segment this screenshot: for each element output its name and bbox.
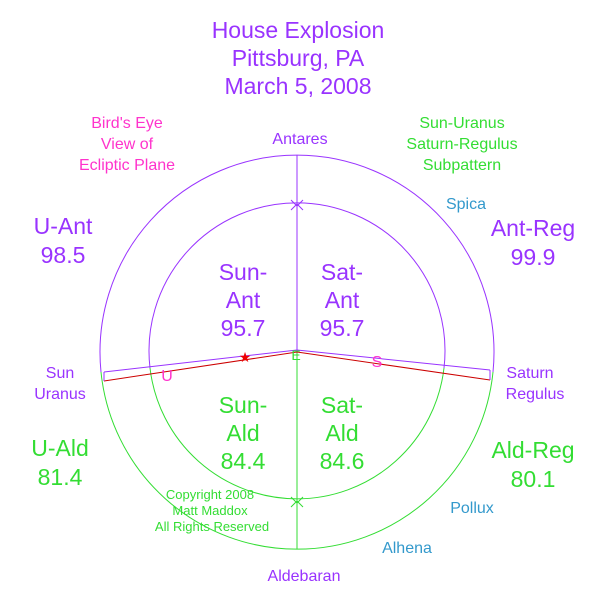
outer-label: Ant-Reg xyxy=(491,215,575,241)
inner-value: 95.7 xyxy=(320,315,365,341)
star-label: Pollux xyxy=(450,500,494,517)
geometry xyxy=(99,154,495,550)
outer-label: U-Ald xyxy=(31,435,89,461)
copyright: Copyright 2008 Matt Maddox All Rights Re… xyxy=(155,487,269,534)
outer-label: U-Ant xyxy=(34,213,93,239)
star-label: Antares xyxy=(272,131,327,148)
note-line: View of xyxy=(101,136,154,153)
inner-label: Sun- xyxy=(219,392,268,418)
outer-values: U-Ant 98.5 Ant-Reg 99.9 U-Ald 81.4 Ald-R… xyxy=(31,213,575,492)
title: House Explosion Pittsburg, PA March 5, 2… xyxy=(212,17,385,99)
inner-label: Ald xyxy=(325,420,358,446)
outer-label: Ald-Reg xyxy=(491,437,574,463)
star-label: Regulus xyxy=(506,386,565,403)
copyright-line: All Rights Reserved xyxy=(155,519,269,534)
stars: Antares Aldebaran Sun Uranus Saturn Regu… xyxy=(34,131,564,585)
inner-label: Sat- xyxy=(321,259,363,285)
inner-label: Ald xyxy=(226,420,259,446)
outer-value: 99.9 xyxy=(511,244,556,270)
red-line xyxy=(103,351,491,382)
subpattern: Sun-Uranus Saturn-Regulus Subpattern xyxy=(406,115,517,174)
inner-label: Ant xyxy=(226,287,261,313)
arrow-top xyxy=(290,199,304,211)
outer-value: 98.5 xyxy=(41,242,86,268)
uranus-marker: U xyxy=(161,368,173,385)
markers: E U S xyxy=(161,347,382,385)
star-label: Aldebaran xyxy=(268,568,341,585)
saturn-marker: S xyxy=(372,354,383,371)
title-line: March 5, 2008 xyxy=(224,73,371,99)
inner-value: 95.7 xyxy=(221,315,266,341)
inner-label: Ant xyxy=(325,287,360,313)
star-label: Saturn xyxy=(506,365,553,382)
subpattern-line: Sun-Uranus xyxy=(419,115,504,132)
inner-values: Sun- Ant 95.7 Sat- Ant 95.7 Sun- Ald 84.… xyxy=(219,259,365,474)
copyright-line: Matt Maddox xyxy=(172,503,248,518)
note-line: Bird's Eye xyxy=(91,115,163,132)
title-line: Pittsburg, PA xyxy=(232,45,365,71)
outer-value: 80.1 xyxy=(511,466,556,492)
star-marker: ★ xyxy=(239,349,252,365)
inner-value: 84.6 xyxy=(320,448,365,474)
star-label: Sun xyxy=(46,365,74,382)
outer-lower-arc xyxy=(100,371,494,550)
subpattern-line: Subpattern xyxy=(423,157,501,174)
note-line: Ecliptic Plane xyxy=(79,157,175,174)
inner-value: 84.4 xyxy=(221,448,266,474)
subpattern-line: Saturn-Regulus xyxy=(406,136,517,153)
arrow-bottom xyxy=(290,496,304,508)
title-line: House Explosion xyxy=(212,17,385,43)
inner-label: Sun- xyxy=(219,259,268,285)
star-label: Spica xyxy=(446,196,486,213)
note: Bird's Eye View of Ecliptic Plane xyxy=(79,115,175,174)
copyright-line: Copyright 2008 xyxy=(166,487,254,502)
center-marker: E xyxy=(291,347,300,363)
outer-value: 81.4 xyxy=(38,464,83,490)
star-label: Uranus xyxy=(34,386,86,403)
inner-label: Sat- xyxy=(321,392,363,418)
star-label: Alhena xyxy=(382,540,432,557)
purple-line xyxy=(103,349,491,373)
